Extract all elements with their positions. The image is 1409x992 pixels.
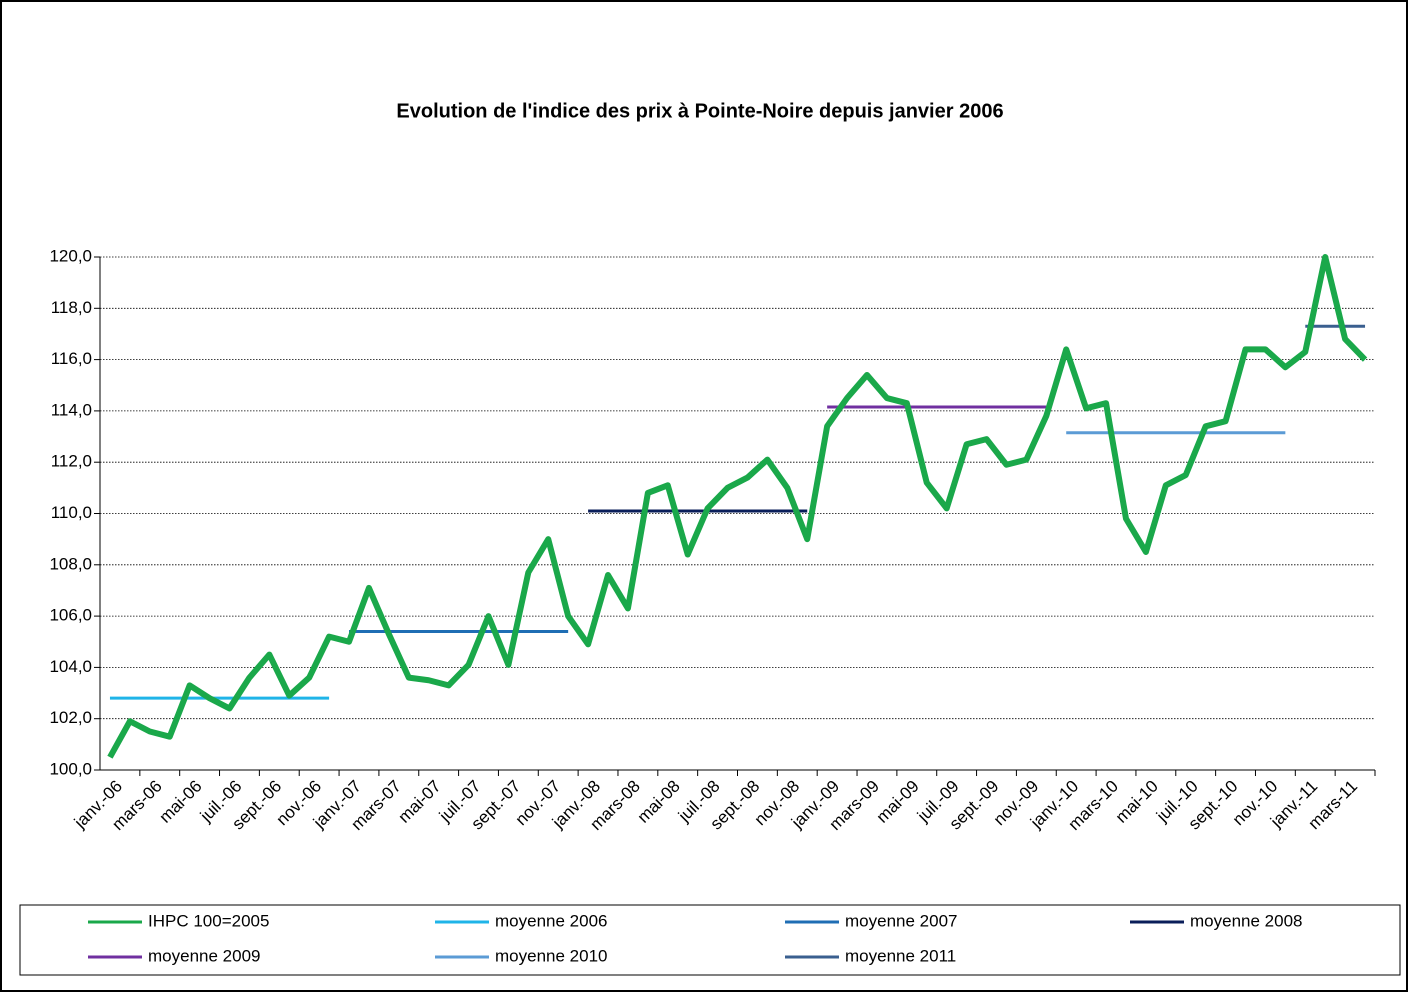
legend-label: moyenne 2011 bbox=[845, 946, 956, 965]
y-tick-label: 102,0 bbox=[49, 708, 92, 727]
legend-label: moyenne 2007 bbox=[845, 911, 957, 930]
y-tick-label: 120,0 bbox=[49, 246, 92, 265]
series-line bbox=[107, 254, 1368, 759]
legend-label: IHPC 100=2005 bbox=[148, 911, 269, 930]
chart-title: Evolution de l'indice des prix à Pointe-… bbox=[396, 100, 1003, 122]
y-tick-label: 116,0 bbox=[51, 349, 92, 368]
y-tick-label: 110,0 bbox=[51, 503, 92, 522]
y-tick-label: 108,0 bbox=[49, 554, 92, 573]
y-tick-label: 118,0 bbox=[51, 298, 92, 317]
legend-label: moyenne 2010 bbox=[495, 946, 607, 965]
y-tick-label: 100,0 bbox=[49, 759, 92, 778]
y-tick-label: 114,0 bbox=[51, 400, 92, 419]
legend-label: moyenne 2006 bbox=[495, 911, 607, 930]
y-tick-label: 104,0 bbox=[49, 657, 92, 676]
legend-label: moyenne 2009 bbox=[148, 946, 260, 965]
y-tick-label: 106,0 bbox=[49, 606, 92, 625]
legend-box bbox=[19, 904, 1401, 976]
legend-label: moyenne 2008 bbox=[1190, 911, 1302, 930]
y-tick-label: 112,0 bbox=[51, 452, 92, 471]
